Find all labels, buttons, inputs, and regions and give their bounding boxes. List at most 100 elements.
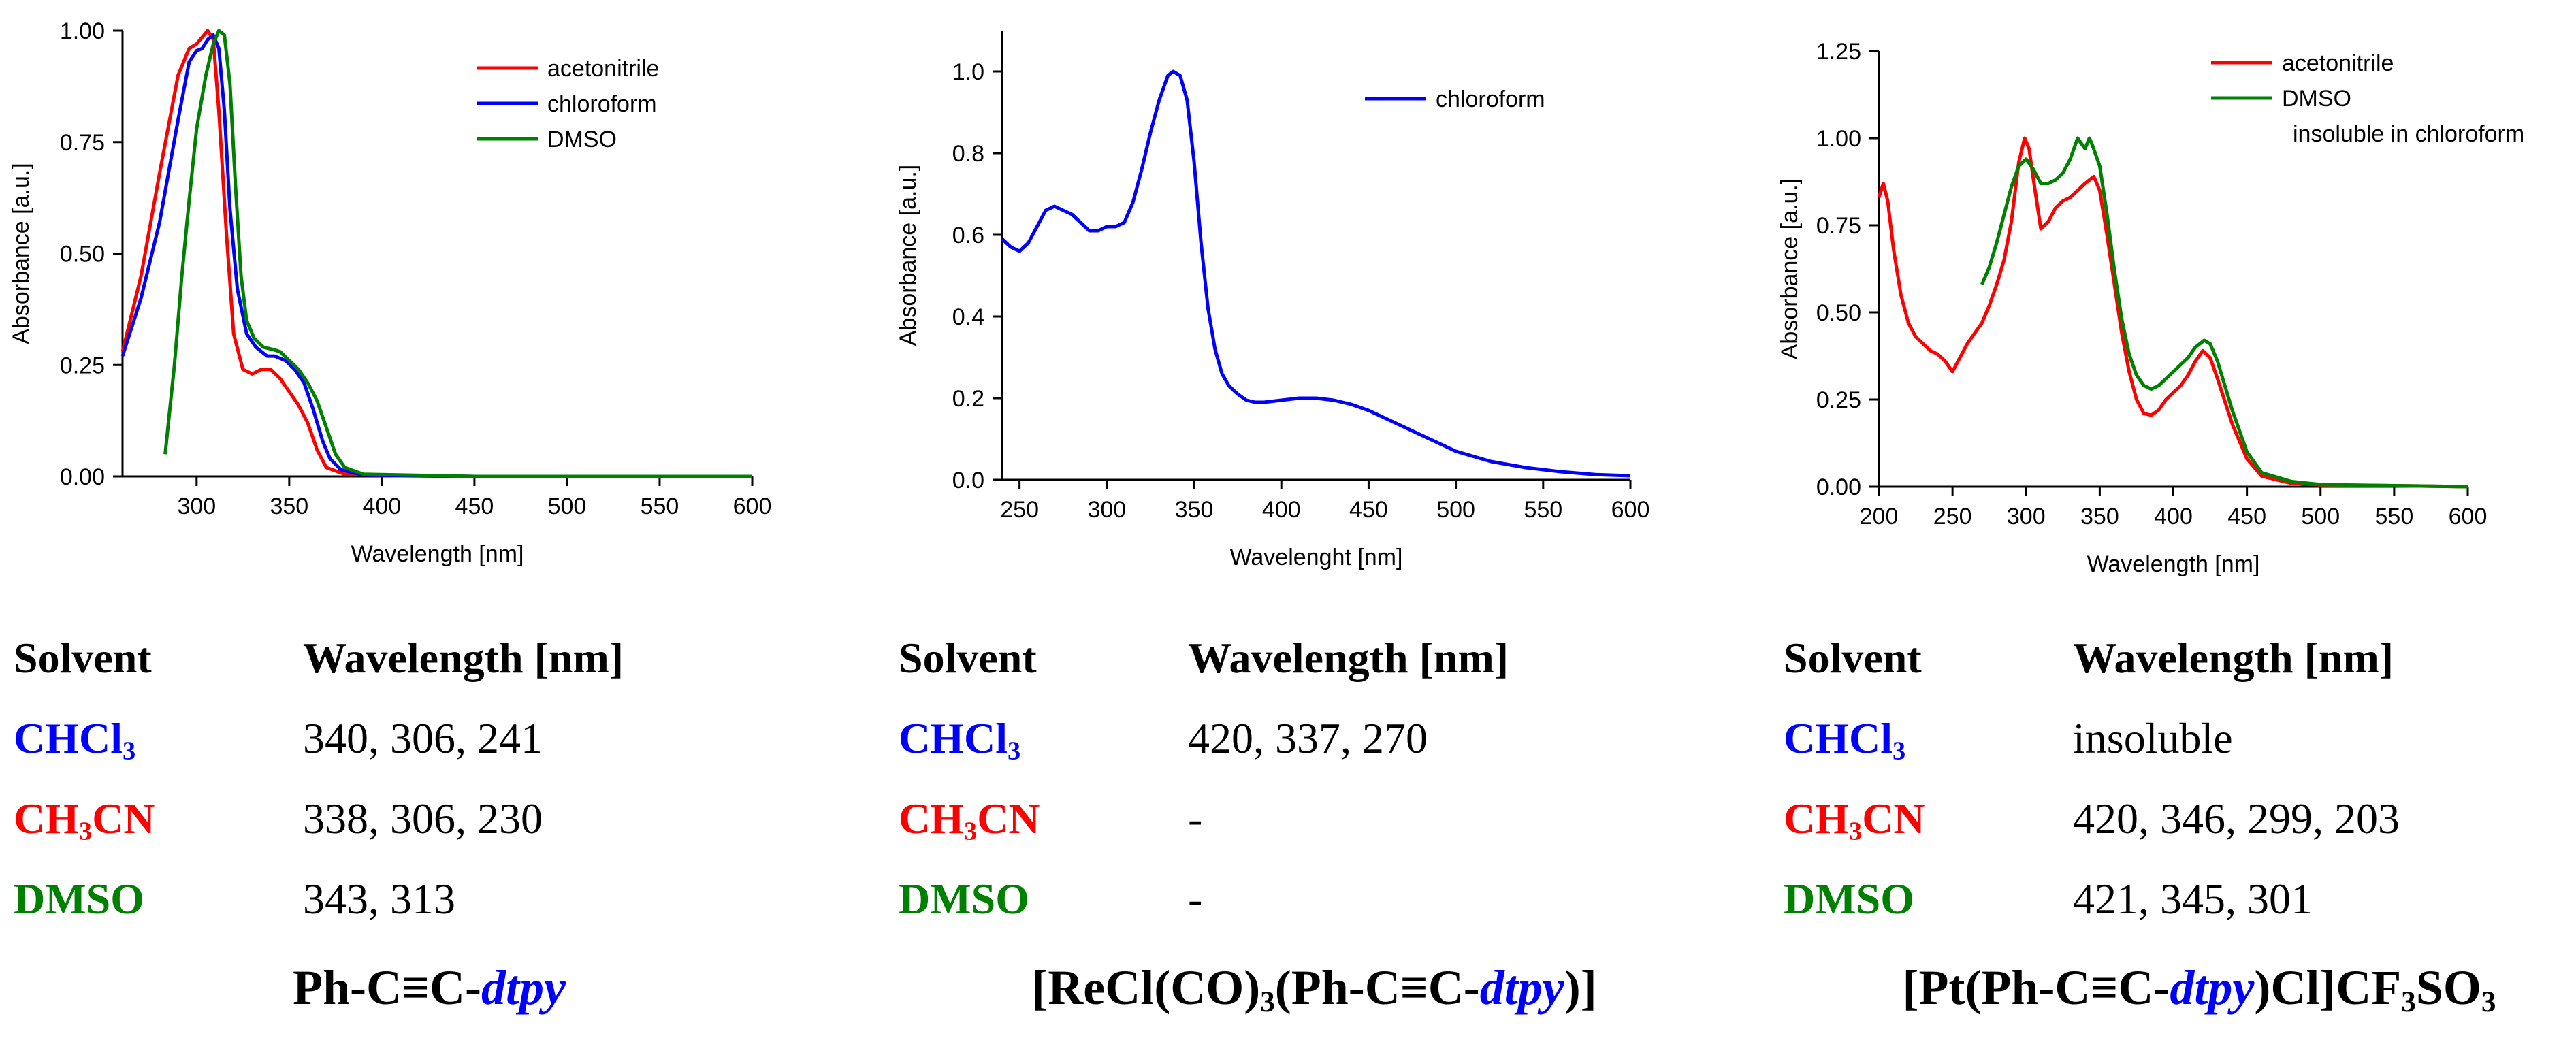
wavelength-values: 338, 306, 230	[303, 794, 543, 843]
wavelength-values: -	[1188, 794, 1203, 843]
chart-ligand: 300 350 400 450 500 550 600 0.00 0.25 0.50 0.75 1.0…	[8, 18, 771, 567]
solvent-ch3cn: CH3CN	[1784, 794, 1925, 846]
series-line-dmso	[1980, 136, 2468, 489]
y-tick-label: 1.00	[60, 18, 105, 44]
wavelength-values: 421, 345, 301	[2073, 875, 2313, 923]
wavelength-values: -	[1188, 875, 1203, 923]
x-tick-label: 450	[455, 493, 494, 519]
y-tick-label: 0.50	[1816, 300, 1861, 326]
table-row: DMSO 421, 345, 301	[1770, 874, 2576, 942]
x-tick-label: 300	[2007, 504, 2046, 530]
solvent-ch3cn: CH3CN	[14, 794, 155, 846]
x-tick-label: 450	[1349, 497, 1388, 523]
wavelength-values: 343, 313	[303, 875, 455, 923]
table-row: CH3CN 338, 306, 230	[0, 794, 858, 862]
legend-label: DMSO	[547, 127, 617, 152]
series-line-chloroform	[120, 33, 752, 478]
header-solvent: Solvent	[899, 634, 1037, 682]
x-tick-label: 350	[270, 493, 308, 519]
compound-name: [ReCl(CO)3(Ph-C≡C-dtpy)]	[1031, 960, 1597, 1018]
series-line-dmso	[163, 29, 752, 478]
legend-note: insoluble in chloroform	[2293, 121, 2524, 147]
x-tick-label: 250	[1000, 497, 1039, 523]
table-row: CHCl3 insoluble	[1770, 713, 2576, 781]
x-tick-label: 600	[1611, 497, 1650, 523]
plot-area-0: 300 350 400 450 500 550 600 0.00 0.25 0.50 0.75 1.0…	[8, 18, 771, 567]
y-tick-label: 0.50	[60, 242, 105, 267]
y-tick-label: 0.6	[952, 223, 984, 248]
legend-label: chloroform	[1436, 86, 1545, 112]
solvent-dmso: DMSO	[14, 875, 144, 923]
panel-ligand: 300 350 400 450 500 550 600 0.00 0.25 0.50 0.75 1.0…	[0, 0, 858, 1040]
x-tick-label: 250	[1933, 504, 1972, 530]
y-tick-label: 1.0	[952, 59, 984, 85]
x-tick-label: 550	[2375, 504, 2414, 530]
panel-pt-complex: 200 250 300 350 400 450 500 550 600 0.00 0.25 0.50 0…	[1770, 0, 2576, 1040]
header-wavelength: Wavelength [nm]	[1188, 634, 1509, 682]
x-tick-label: 350	[1175, 497, 1214, 523]
y-axis-label: Absorbance [a.u.]	[895, 165, 921, 346]
x-axis-label: Wavelength [nm]	[351, 541, 524, 567]
legend-label: DMSO	[2282, 86, 2351, 112]
panel-re-complex: 250 300 350 400 450 500 550 600 0.0 0.2 0.4 0.6 0.8 1…	[885, 0, 1743, 1040]
x-tick-label: 200	[1860, 504, 1899, 530]
header-solvent: Solvent	[14, 634, 152, 682]
wavelength-values: 420, 337, 270	[1188, 714, 1428, 762]
series-line-acetonitrile	[120, 29, 752, 478]
table-row: CH3CN 420, 346, 299, 203	[1770, 794, 2576, 862]
solvent-chcl3: CHCl3	[899, 714, 1021, 766]
y-tick-label: 0.75	[60, 130, 105, 156]
solvent-dmso: DMSO	[899, 875, 1029, 923]
y-tick-label: 0.25	[60, 353, 105, 378]
x-tick-label: 300	[1087, 497, 1126, 523]
plot-area-2: 200 250 300 350 400 450 500 550 600 0.00 0.25 0.50 0…	[1777, 39, 2524, 577]
table-row: CH3CN -	[885, 794, 1743, 862]
y-tick-label: 0.2	[952, 386, 984, 412]
x-tick-label: 550	[641, 493, 679, 519]
table-row: DMSO -	[885, 874, 1743, 942]
x-tick-label: 500	[1436, 497, 1475, 523]
solvent-ch3cn: CH3CN	[899, 794, 1040, 846]
legend-label: chloroform	[547, 91, 657, 117]
solvent-chcl3: CHCl3	[14, 714, 136, 766]
x-tick-label: 450	[2227, 504, 2266, 530]
compound-name: Ph-C≡C-dtpy	[293, 960, 566, 1015]
x-axis-label: Wavelength [nm]	[2087, 551, 2260, 577]
table-row: CHCl3 420, 337, 270	[885, 713, 1743, 781]
y-tick-label: 1.25	[1816, 39, 1861, 65]
x-tick-label: 600	[2449, 504, 2488, 530]
plot-area-1: 250 300 350 400 450 500 550 600 0.0 0.2 0.4 0.6 0.8 1…	[895, 31, 1649, 570]
y-tick-label: 0.0	[952, 468, 984, 493]
legend-label: acetonitrile	[2282, 50, 2394, 76]
solvent-dmso: DMSO	[1784, 875, 1914, 923]
x-tick-label: 550	[1524, 497, 1562, 523]
y-axis-label: Absorbance [a.u.]	[1777, 178, 1803, 360]
table-row: DMSO 343, 313	[0, 874, 858, 942]
series-line-chloroform	[1001, 69, 1631, 478]
x-tick-label: 400	[363, 493, 402, 519]
wavelength-values: 340, 306, 241	[303, 714, 543, 762]
legend-label: acetonitrile	[547, 56, 659, 82]
series-line-acetonitrile	[1877, 136, 2468, 489]
y-tick-label: 1.00	[1816, 126, 1861, 152]
x-tick-label: 400	[2154, 504, 2193, 530]
x-tick-label: 500	[548, 493, 587, 519]
header-wavelength: Wavelength [nm]	[303, 634, 624, 682]
y-axis-label: Absorbance [a.u.]	[8, 163, 34, 344]
wavelength-values: insoluble	[2073, 714, 2233, 762]
solvent-chcl3: CHCl3	[1784, 714, 1906, 766]
y-tick-label: 0.4	[952, 304, 984, 330]
x-tick-label: 500	[2301, 504, 2340, 530]
x-tick-label: 350	[2080, 504, 2119, 530]
x-tick-label: 400	[1262, 497, 1301, 523]
y-tick-label: 0.8	[952, 141, 984, 167]
header-wavelength: Wavelength [nm]	[2073, 634, 2394, 682]
table-row: CHCl3 340, 306, 241	[0, 713, 858, 781]
y-tick-label: 0.00	[60, 464, 105, 490]
chart-re-complex: 250 300 350 400 450 500 550 600 0.0 0.2 0.4 0.6 0.8 1…	[895, 31, 1649, 570]
header-solvent: Solvent	[1784, 634, 1922, 682]
wavelength-values: 420, 346, 299, 203	[2073, 794, 2400, 843]
x-tick-label: 300	[177, 493, 216, 519]
x-tick-label: 600	[733, 493, 772, 519]
chart-pt-complex: 200 250 300 350 400 450 500 550 600 0.00 0.25 0.50 0…	[1777, 39, 2524, 577]
